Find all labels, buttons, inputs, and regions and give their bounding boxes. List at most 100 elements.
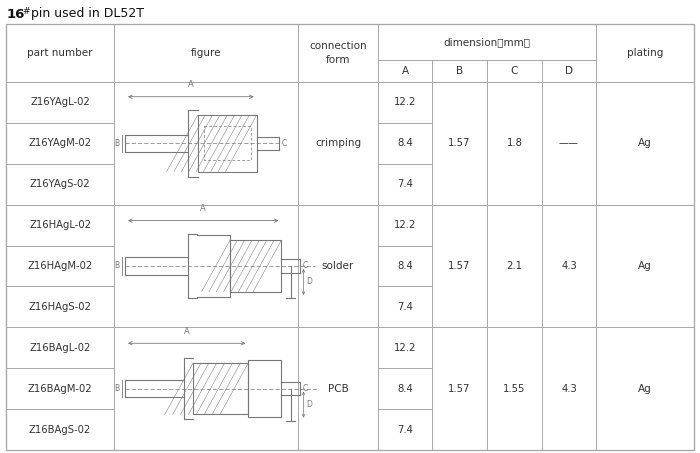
Text: #: # xyxy=(22,6,29,15)
Bar xyxy=(542,328,596,450)
Text: B: B xyxy=(114,261,119,270)
Bar xyxy=(6,24,114,82)
Bar xyxy=(487,205,542,328)
Bar xyxy=(487,328,542,450)
Text: D: D xyxy=(307,400,312,409)
Bar xyxy=(432,82,487,205)
Bar xyxy=(596,205,694,328)
Bar xyxy=(542,205,596,328)
Text: pin used in DL52T: pin used in DL52T xyxy=(27,8,144,20)
Text: B: B xyxy=(456,66,463,76)
Text: D: D xyxy=(565,66,573,76)
Text: A: A xyxy=(188,80,194,89)
Bar xyxy=(432,205,487,328)
Bar xyxy=(298,82,378,205)
Bar xyxy=(6,368,114,409)
Bar xyxy=(114,82,298,205)
Text: Z16HAgS-02: Z16HAgS-02 xyxy=(29,302,92,312)
Text: A: A xyxy=(200,204,206,213)
Text: 1.57: 1.57 xyxy=(448,384,470,394)
Text: 12.2: 12.2 xyxy=(394,343,416,353)
Bar xyxy=(378,205,432,246)
Bar xyxy=(432,328,487,450)
Text: Z16HAgL-02: Z16HAgL-02 xyxy=(29,220,91,230)
Text: connection
form: connection form xyxy=(309,41,367,65)
Bar xyxy=(6,205,114,246)
Bar xyxy=(114,328,298,450)
Text: B: B xyxy=(114,139,119,148)
Text: 4.3: 4.3 xyxy=(561,384,577,394)
Bar xyxy=(6,82,114,123)
Bar xyxy=(378,24,596,60)
Bar xyxy=(378,328,432,368)
Text: 1.57: 1.57 xyxy=(448,138,470,148)
Text: Z16BAgM-02: Z16BAgM-02 xyxy=(28,384,92,394)
Text: Z16BAgL-02: Z16BAgL-02 xyxy=(29,343,91,353)
Text: D: D xyxy=(307,277,312,286)
Bar xyxy=(487,60,542,82)
Text: A: A xyxy=(401,66,409,76)
Text: B: B xyxy=(114,384,119,393)
Text: C: C xyxy=(303,261,308,270)
Text: Z16HAgM-02: Z16HAgM-02 xyxy=(27,261,92,271)
Text: 1.8: 1.8 xyxy=(507,138,522,148)
Bar xyxy=(114,24,298,82)
Bar xyxy=(596,24,694,82)
Bar xyxy=(6,123,114,164)
Bar xyxy=(298,205,378,328)
Bar xyxy=(114,205,298,328)
Text: Ag: Ag xyxy=(638,261,652,271)
Text: PCB: PCB xyxy=(328,384,349,394)
Text: Z16YAgL-02: Z16YAgL-02 xyxy=(30,97,90,107)
Bar xyxy=(378,60,432,82)
Text: C: C xyxy=(281,139,287,148)
Bar xyxy=(378,409,432,450)
Bar xyxy=(378,164,432,205)
Bar xyxy=(6,409,114,450)
Text: C: C xyxy=(303,384,308,393)
Text: A: A xyxy=(184,327,190,336)
Bar xyxy=(487,82,542,205)
Text: Z16YAgM-02: Z16YAgM-02 xyxy=(29,138,92,148)
Bar xyxy=(6,286,114,328)
Text: crimping: crimping xyxy=(315,138,361,148)
Bar xyxy=(542,60,596,82)
Text: Ag: Ag xyxy=(638,138,652,148)
Text: part number: part number xyxy=(27,48,92,58)
Bar xyxy=(378,123,432,164)
Text: figure: figure xyxy=(190,48,221,58)
Bar xyxy=(432,60,487,82)
Text: 4.3: 4.3 xyxy=(561,261,577,271)
Bar xyxy=(378,82,432,123)
Text: Ag: Ag xyxy=(638,384,652,394)
Text: 7.4: 7.4 xyxy=(397,302,413,312)
Bar xyxy=(542,82,596,205)
Bar xyxy=(596,82,694,205)
Bar xyxy=(6,246,114,286)
Text: 8.4: 8.4 xyxy=(397,261,413,271)
Text: dimension（mm）: dimension（mm） xyxy=(444,37,531,47)
Bar xyxy=(378,246,432,286)
Text: 1.57: 1.57 xyxy=(448,261,470,271)
Bar xyxy=(378,368,432,409)
Text: Z16YAgS-02: Z16YAgS-02 xyxy=(29,179,90,189)
Text: 1.55: 1.55 xyxy=(503,384,526,394)
Text: solder: solder xyxy=(322,261,354,271)
Text: 2.1: 2.1 xyxy=(507,261,522,271)
Bar xyxy=(298,24,378,82)
Bar xyxy=(6,164,114,205)
Text: Z16BAgS-02: Z16BAgS-02 xyxy=(29,424,91,434)
Bar xyxy=(298,328,378,450)
Bar xyxy=(378,286,432,328)
Text: 8.4: 8.4 xyxy=(397,384,413,394)
Text: plating: plating xyxy=(626,48,663,58)
Bar xyxy=(6,328,114,368)
Text: ——: —— xyxy=(559,138,579,148)
Text: 8.4: 8.4 xyxy=(397,138,413,148)
Text: 7.4: 7.4 xyxy=(397,179,413,189)
Text: 12.2: 12.2 xyxy=(394,220,416,230)
Text: 16: 16 xyxy=(7,8,25,20)
Text: 7.4: 7.4 xyxy=(397,424,413,434)
Bar xyxy=(596,328,694,450)
Text: 12.2: 12.2 xyxy=(394,97,416,107)
